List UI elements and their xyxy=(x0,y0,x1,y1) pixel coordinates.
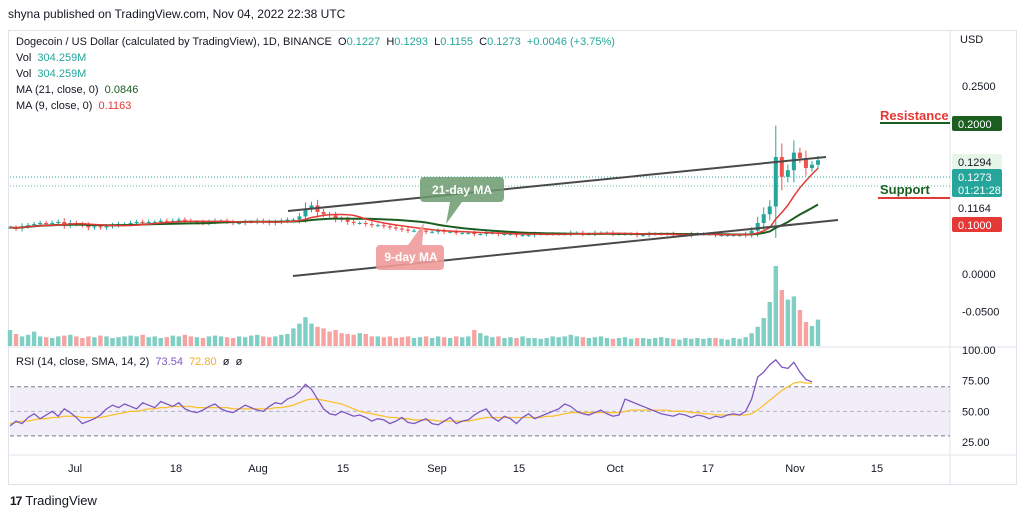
tradingview-logo: 17 xyxy=(10,493,22,508)
rsi-label: RSI (14, close, SMA, 14, 2) xyxy=(16,356,150,368)
volume-label: Vol xyxy=(16,52,32,64)
open-value: 0.1227 xyxy=(346,36,381,48)
publish-line: shyna published on TradingView.com, Nov … xyxy=(8,7,346,21)
volume-value: 304.259M xyxy=(37,52,87,64)
rsi-legend: RSI (14, close, SMA, 14, 2) 73.54 72.80 … xyxy=(16,356,242,368)
chart-legend: Dogecoin / US Dollar (calculated by Trad… xyxy=(16,34,615,114)
close-label: C xyxy=(479,36,488,48)
rsi-extra-2: ø xyxy=(235,356,243,368)
ma21-row: MA (21, close, 0) 0.0846 xyxy=(16,82,615,98)
ma21-value: 0.0846 xyxy=(104,84,139,96)
ma9-row: MA (9, close, 0) 0.1163 xyxy=(16,98,615,114)
close-value: 0.1273 xyxy=(487,36,521,48)
brand-name: TradingView xyxy=(25,493,97,508)
change-value: +0.0046 (+3.75%) xyxy=(526,36,615,48)
open-label: O xyxy=(338,36,347,48)
ma9-value: 0.1163 xyxy=(98,100,132,112)
volume-row-2: Vol 304.259M xyxy=(16,66,615,82)
low-label: L xyxy=(434,36,441,48)
chart-frame xyxy=(8,30,1017,485)
rsi-value: 73.54 xyxy=(155,356,183,368)
footer[interactable]: 17 TradingView xyxy=(10,493,97,508)
volume-row-1: Vol 304.259M xyxy=(16,50,615,66)
high-label: H xyxy=(386,36,395,48)
ohlc-row: Dogecoin / US Dollar (calculated by Trad… xyxy=(16,34,615,50)
high-value: 0.1293 xyxy=(394,36,428,48)
volume-value: 304.259M xyxy=(37,68,87,80)
volume-label: Vol xyxy=(16,68,32,80)
currency-label: USD xyxy=(960,34,984,46)
symbol-title: Dogecoin / US Dollar (calculated by Trad… xyxy=(16,36,332,48)
low-value: 0.1155 xyxy=(440,36,474,48)
rsi-extra-1: ø xyxy=(222,356,230,368)
ma21-label: MA (21, close, 0) xyxy=(16,84,99,96)
rsi-sma-value: 72.80 xyxy=(189,356,217,368)
ma9-label: MA (9, close, 0) xyxy=(16,100,93,112)
